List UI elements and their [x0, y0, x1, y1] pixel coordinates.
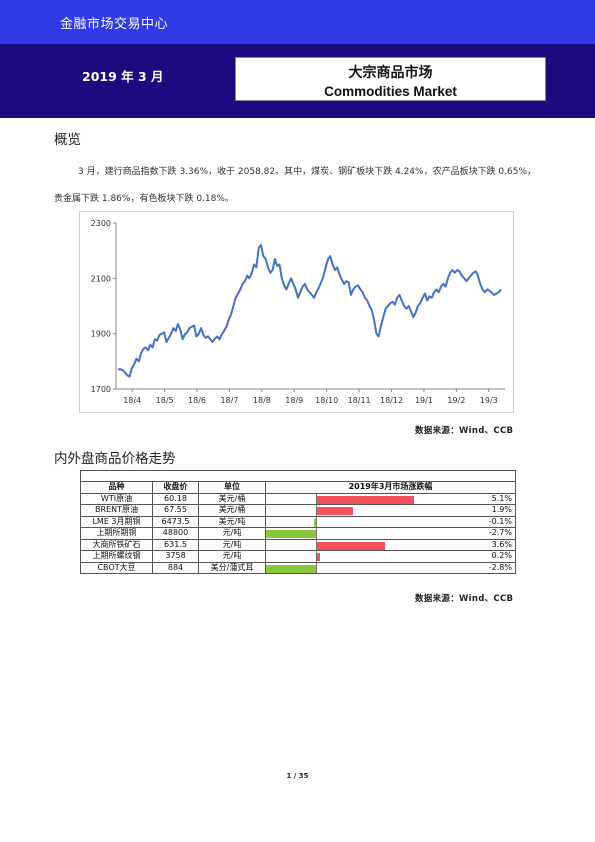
table-row: CBOT大豆 884 美分/蒲式耳 -2.8%: [80, 561, 516, 574]
bar-positive: [316, 495, 414, 504]
cell-change-bar: -0.1%: [265, 515, 516, 528]
source-note-table: 数据来源：Wind、CCB: [415, 594, 514, 604]
bar-axis: [316, 493, 317, 504]
bar-positive: [316, 541, 386, 550]
price-table: 品种 收盘价 单位 2019年3月市场涨跌幅 WTI原油 60.18 美元/桶 5.1…: [80, 470, 516, 574]
x-tick-label: 18/12: [380, 396, 403, 405]
page-number: 1 / 35: [286, 772, 309, 780]
cell-name: BRENT原油: [80, 504, 153, 517]
series-group: [117, 244, 502, 378]
table-row: 上期所螺纹钢 3758 元/吨 0.2%: [80, 550, 516, 563]
cell-name: CBOT大豆: [80, 561, 153, 574]
x-tick-label: 18/9: [285, 396, 303, 405]
x-tick-label: 19/2: [447, 396, 465, 405]
col-header-change: 2019年3月市场涨跌幅: [265, 481, 516, 494]
bar-axis: [316, 528, 317, 539]
x-tick-label: 18/8: [253, 396, 271, 405]
x-tick-label: 18/7: [220, 396, 238, 405]
y-tick-label: 1900: [91, 330, 111, 339]
bar-axis: [316, 551, 317, 562]
cell-close: 6473.5: [152, 515, 199, 528]
header-band: 2019 年 3 月 大宗商品市场 Commodities Market: [0, 44, 595, 118]
cell-unit: 元/吨: [198, 550, 266, 563]
cell-change-bar: 0.2%: [265, 550, 516, 563]
cell-unit: 美分/蒲式耳: [198, 561, 266, 574]
table-body: WTI原油 60.18 美元/桶 5.1% BRENT原油 67.55 美元/桶 1.9% LM…: [80, 492, 516, 574]
cell-change-bar: 1.9%: [265, 504, 516, 517]
bar-value-label: -2.7%: [488, 528, 512, 537]
commodity-index-line: [117, 244, 502, 378]
y-tick-label: 2100: [91, 274, 111, 283]
bar-value-label: 1.9%: [491, 505, 512, 514]
cell-unit: 美元/吨: [198, 515, 266, 528]
cell-name: LME 3月期铜: [80, 515, 153, 528]
x-tick-label: 19/3: [480, 396, 498, 405]
bar-axis: [316, 539, 317, 550]
report-title-cn: 大宗商品市场: [348, 65, 433, 81]
table-row: 上期所期铜 48800 元/吨 -2.7%: [80, 527, 516, 540]
x-tick-label: 18/11: [348, 396, 371, 405]
cell-change-bar: 3.6%: [265, 538, 516, 551]
table-row: 大商所铁矿石 631.5 元/吨 3.6%: [80, 538, 516, 551]
bar-axis: [316, 516, 317, 527]
top-banner: 金融市场交易中心: [0, 0, 595, 44]
col-header-close: 收盘价: [152, 481, 199, 494]
col-header-unit: 单位: [198, 481, 266, 494]
bar-positive: [316, 553, 320, 561]
bar-negative: [266, 530, 316, 538]
y-axis: 1700 1900 2100 2300: [91, 219, 117, 394]
x-tick-label: 18/6: [188, 396, 206, 405]
bar-value-label: -2.8%: [488, 562, 512, 572]
report-title-en: Commodities Market: [324, 84, 457, 99]
cell-name: 上期所螺纹钢: [80, 550, 153, 563]
bar-value-label: 3.6%: [491, 539, 512, 549]
cell-close: 631.5: [152, 538, 199, 551]
report-title-box: 大宗商品市场 Commodities Market: [235, 57, 546, 101]
cell-close: 67.55: [152, 504, 199, 517]
cell-close: 60.18: [152, 492, 199, 505]
cell-name: 大商所铁矿石: [80, 538, 153, 551]
bar-negative: [314, 518, 316, 527]
cell-change-bar: -2.8%: [265, 561, 516, 574]
cell-change-bar: 5.1%: [265, 492, 516, 505]
x-axis: 18/4 18/5 18/6 18/7 18/8 18/9 18/10 18/11 18/12 1…: [116, 388, 505, 405]
cell-name: WTI原油: [80, 492, 153, 505]
cell-unit: 美元/桶: [198, 492, 266, 505]
table-top-rule: [80, 470, 516, 482]
y-tick-label: 2300: [91, 219, 111, 228]
col-header-name: 品种: [80, 481, 153, 494]
x-tick-label: 18/10: [315, 396, 338, 405]
overview-heading: 概览: [54, 132, 81, 148]
bar-positive: [316, 507, 353, 515]
bar-negative: [266, 564, 316, 573]
report-date: 2019 年 3 月: [82, 69, 164, 84]
cell-unit: 元/吨: [198, 538, 266, 551]
bar-value-label: 5.1%: [491, 493, 512, 503]
cell-unit: 美元/桶: [198, 504, 266, 517]
x-tick-label: 18/5: [156, 396, 174, 405]
cell-close: 48800: [152, 527, 199, 540]
bar-axis: [316, 562, 317, 573]
source-note-chart: 数据来源：Wind、CCB: [415, 426, 514, 436]
x-tick-label: 18/4: [123, 396, 141, 405]
bar-value-label: -0.1%: [488, 516, 512, 526]
cell-close: 3758: [152, 550, 199, 563]
cell-close: 884: [152, 561, 199, 574]
bar-value-label: 0.2%: [491, 551, 512, 560]
bar-axis: [316, 505, 317, 516]
cell-name: 上期所期铜: [80, 527, 153, 540]
overview-paragraph: 3 月，建行商品指数下跌 3.36%，收于 2058.82。其中，煤炭、钢矿板块…: [54, 167, 537, 204]
brand-name: 金融市场交易中心: [60, 17, 169, 32]
table-row: BRENT原油 67.55 美元/桶 1.9%: [80, 504, 516, 517]
cell-change-bar: -2.7%: [265, 527, 516, 540]
table-row: LME 3月期铜 6473.5 美元/吨 -0.1%: [80, 515, 516, 528]
cell-unit: 元/吨: [198, 527, 266, 540]
table-row: WTI原油 60.18 美元/桶 5.1%: [80, 492, 516, 505]
commodity-index-chart: 1700 1900 2100 2300 18/4 18/5 18/6 18/7 18/8 18/…: [79, 211, 514, 413]
section2-heading: 内外盘商品价格走势: [54, 451, 176, 467]
y-tick-label: 1700: [91, 385, 111, 394]
x-tick-label: 19/1: [415, 396, 433, 405]
